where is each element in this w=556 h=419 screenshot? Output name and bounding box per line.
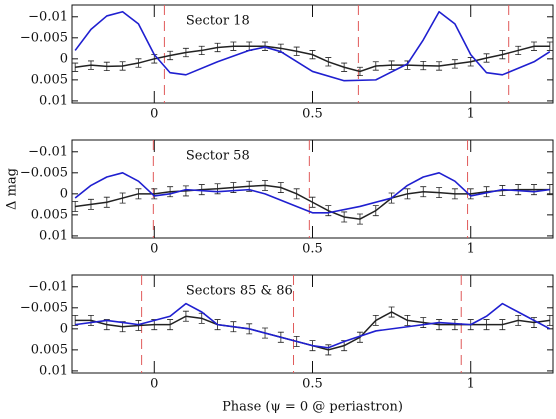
data-line xyxy=(75,45,550,73)
x-tick-label: 1 xyxy=(467,107,475,122)
panel-title: Sectors 85 & 86 xyxy=(186,284,293,299)
error-bar xyxy=(546,184,553,196)
x-tick-label: 0.5 xyxy=(302,107,323,122)
y-tick-label: 0.01 xyxy=(39,93,68,108)
x-tick-label: 0 xyxy=(150,242,158,257)
y-tick-label: 0.005 xyxy=(31,207,68,222)
y-tick-label: −0.01 xyxy=(28,279,68,294)
y-tick-label: 0.005 xyxy=(31,342,68,357)
panel-title: Sector 18 xyxy=(186,14,250,29)
x-tick-label: 1 xyxy=(467,242,475,257)
x-axis-label: Phase (ψ = 0 @ periastron) xyxy=(222,400,403,415)
y-tick-label: 0.01 xyxy=(39,363,68,378)
y-tick-label: −0.005 xyxy=(20,165,68,180)
y-tick-label: −0.01 xyxy=(28,144,68,159)
x-tick-label: 0.5 xyxy=(302,242,323,257)
panel-title: Sector 58 xyxy=(186,149,250,164)
plot-frame xyxy=(71,139,554,239)
x-tick-label: 1 xyxy=(467,377,475,392)
x-tick-label: 0 xyxy=(150,107,158,122)
error-bar xyxy=(546,314,553,326)
model-line xyxy=(74,172,550,214)
y-tick-label: −0.005 xyxy=(20,30,68,45)
y-tick-label: 0 xyxy=(60,51,68,66)
y-tick-label: 0 xyxy=(60,186,68,201)
y-tick-label: 0 xyxy=(60,321,68,336)
y-tick-label: −0.01 xyxy=(28,9,68,24)
y-tick-label: −0.005 xyxy=(20,300,68,315)
y-axis-label: Δ mag xyxy=(5,168,20,210)
x-tick-label: 0 xyxy=(150,377,158,392)
y-tick-label: 0.01 xyxy=(39,228,68,243)
model-line xyxy=(75,302,551,349)
error-bar xyxy=(546,41,553,51)
model-line xyxy=(74,10,551,82)
data-line xyxy=(75,184,550,220)
x-tick-label: 0.5 xyxy=(302,377,323,392)
y-tick-label: 0.005 xyxy=(31,72,68,87)
